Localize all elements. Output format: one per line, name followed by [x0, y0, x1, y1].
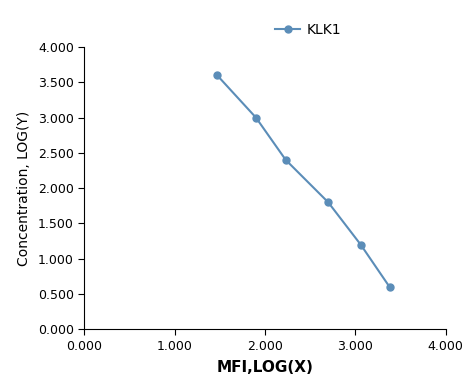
- KLK1: [253, 115, 259, 120]
- KLK1: [283, 158, 288, 162]
- Y-axis label: Concentration, LOG(Y): Concentration, LOG(Y): [17, 111, 31, 266]
- KLK1: [387, 285, 393, 289]
- X-axis label: MFI,LOG(X): MFI,LOG(X): [217, 359, 313, 375]
- Line: KLK1: KLK1: [214, 72, 393, 290]
- KLK1: [325, 200, 331, 205]
- Legend: KLK1: KLK1: [270, 17, 347, 42]
- KLK1: [358, 242, 363, 247]
- KLK1: [214, 73, 220, 78]
